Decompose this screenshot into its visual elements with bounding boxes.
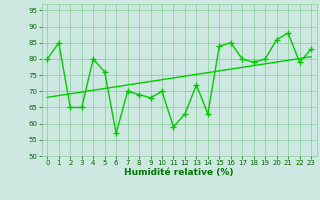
X-axis label: Humidité relative (%): Humidité relative (%) <box>124 168 234 177</box>
